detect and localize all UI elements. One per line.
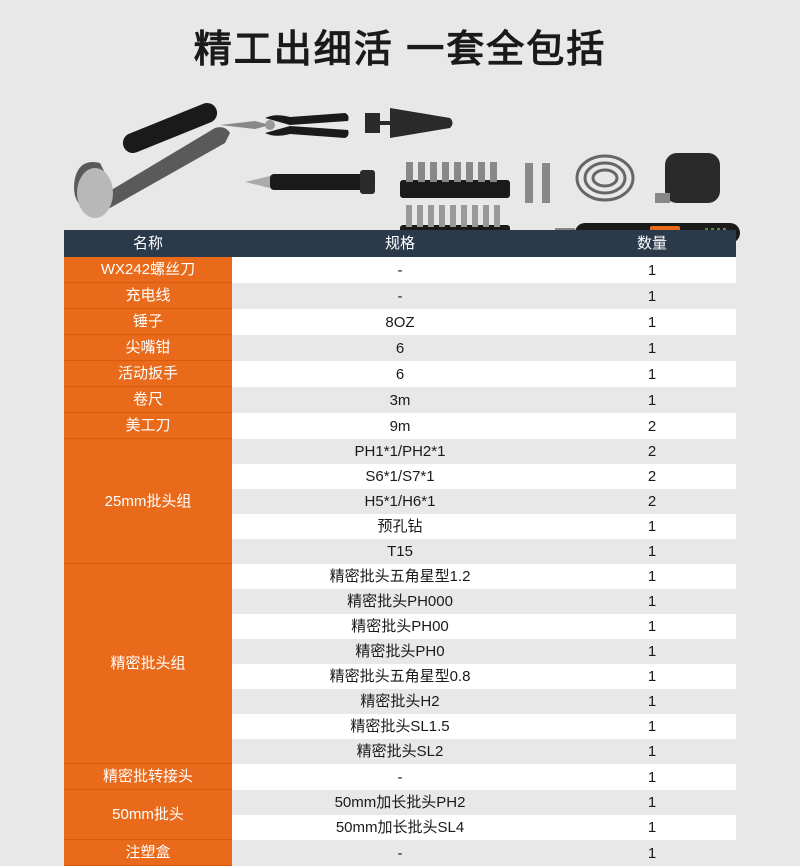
table-row: WX242螺丝刀-1	[64, 257, 736, 283]
cell-name: WX242螺丝刀	[64, 257, 232, 283]
table-row: 活动扳手61	[64, 361, 736, 387]
tape-measure-icon	[655, 148, 725, 208]
cell-qty: 1	[568, 564, 736, 589]
cell-spec: 精密批头H2	[232, 689, 568, 714]
table-row: 卷尺3m1	[64, 387, 736, 413]
cell-name: 50mm批头	[64, 790, 232, 840]
table-header: 名称 规格 数量	[64, 230, 736, 257]
pliers-icon	[220, 103, 350, 148]
cell-qty: 1	[568, 589, 736, 614]
headline: 精工出细活 一套全包括	[0, 0, 800, 73]
cell-spec: -	[232, 283, 568, 309]
cell-qty: 1	[568, 309, 736, 335]
cable-icon	[570, 148, 640, 203]
table-body: WX242螺丝刀-1充电线-1锤子8OZ1尖嘴钳61活动扳手61卷尺3m1美工刀…	[64, 257, 736, 866]
cell-name: 活动扳手	[64, 361, 232, 387]
cell-qty: 1	[568, 815, 736, 840]
cell-spec: 精密批头五角星型1.2	[232, 564, 568, 589]
cell-qty: 1	[568, 335, 736, 361]
cell-spec: 精密批头PH000	[232, 589, 568, 614]
cell-spec: 精密批头SL2	[232, 739, 568, 764]
cell-qty: 1	[568, 764, 736, 790]
header-name: 名称	[64, 230, 232, 257]
cell-spec: 3m	[232, 387, 568, 413]
cell-spec: 精密批头SL1.5	[232, 714, 568, 739]
cell-spec: 6	[232, 361, 568, 387]
cell-spec: 精密批头PH00	[232, 614, 568, 639]
cell-name: 美工刀	[64, 413, 232, 439]
cell-qty: 1	[568, 283, 736, 309]
cell-spec: H5*1/H6*1	[232, 489, 568, 514]
extra-bits-icon	[520, 158, 560, 208]
cell-qty: 1	[568, 539, 736, 564]
cell-spec: 50mm加长批头SL4	[232, 815, 568, 840]
cell-spec: 预孔钻	[232, 514, 568, 539]
table-row: 25mm批头组PH1*1/PH2*12S6*1/S7*12H5*1/H6*12预…	[64, 439, 736, 564]
cell-name: 注塑盒	[64, 840, 232, 866]
cell-name: 锤子	[64, 309, 232, 335]
wrench-icon	[360, 103, 455, 143]
spec-table: 名称 规格 数量 WX242螺丝刀-1充电线-1锤子8OZ1尖嘴钳61活动扳手6…	[64, 230, 736, 866]
cell-qty: 1	[568, 790, 736, 815]
cell-qty: 1	[568, 361, 736, 387]
cell-name: 25mm批头组	[64, 439, 232, 564]
cell-qty: 1	[568, 257, 736, 283]
product-spec-infographic: 精工出细活 一套全包括	[0, 0, 800, 800]
cell-spec: -	[232, 764, 568, 790]
cell-name: 精密批转接头	[64, 764, 232, 790]
table-row: 美工刀9m2	[64, 413, 736, 439]
header-qty: 数量	[568, 230, 736, 257]
cell-spec: T15	[232, 539, 568, 564]
cell-spec: PH1*1/PH2*1	[232, 439, 568, 464]
cell-spec: 精密批头PH0	[232, 639, 568, 664]
cell-spec: 6	[232, 335, 568, 361]
table-row: 充电线-1	[64, 283, 736, 309]
table-row: 50mm批头50mm加长批头PH2150mm加长批头SL41	[64, 790, 736, 840]
cell-spec: 9m	[232, 413, 568, 439]
tools-photo-area	[0, 83, 800, 243]
cell-qty: 1	[568, 714, 736, 739]
cell-name: 精密批头组	[64, 564, 232, 764]
cell-qty: 2	[568, 464, 736, 489]
cell-name: 充电线	[64, 283, 232, 309]
cell-qty: 2	[568, 489, 736, 514]
bit-set-1-icon	[400, 158, 510, 198]
cell-qty: 1	[568, 514, 736, 539]
cell-qty: 2	[568, 439, 736, 464]
cell-spec: -	[232, 257, 568, 283]
cell-qty: 1	[568, 664, 736, 689]
cell-spec: 50mm加长批头PH2	[232, 790, 568, 815]
cell-qty: 1	[568, 614, 736, 639]
cell-spec: 8OZ	[232, 309, 568, 335]
cell-qty: 2	[568, 413, 736, 439]
cell-name: 卷尺	[64, 387, 232, 413]
cell-qty: 1	[568, 840, 736, 866]
cell-name: 尖嘴钳	[64, 335, 232, 361]
table-row: 精密批头组精密批头五角星型1.21精密批头PH0001精密批头PH001精密批头…	[64, 564, 736, 764]
cell-spec: -	[232, 840, 568, 866]
cell-qty: 1	[568, 689, 736, 714]
table-row: 精密批转接头-1	[64, 764, 736, 790]
cell-spec: S6*1/S7*1	[232, 464, 568, 489]
table-row: 锤子8OZ1	[64, 309, 736, 335]
table-row: 尖嘴钳61	[64, 335, 736, 361]
cell-qty: 1	[568, 639, 736, 664]
header-spec: 规格	[232, 230, 568, 257]
cell-qty: 1	[568, 387, 736, 413]
cell-qty: 1	[568, 739, 736, 764]
table-row: 注塑盒-1	[64, 840, 736, 866]
utility-knife-icon	[245, 168, 380, 196]
cell-spec: 精密批头五角星型0.8	[232, 664, 568, 689]
